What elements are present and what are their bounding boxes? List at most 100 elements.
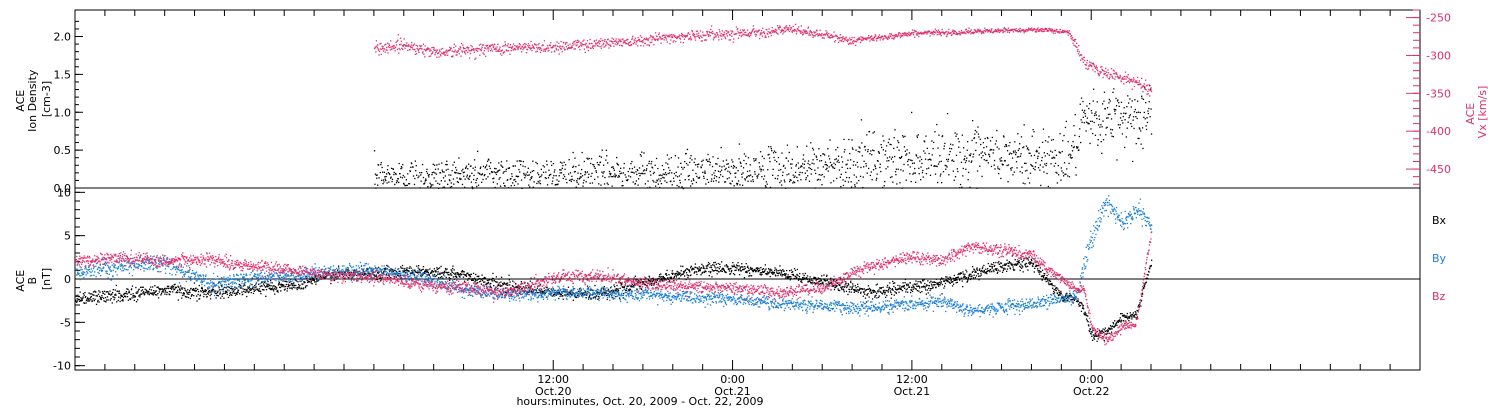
density-data-point <box>704 172 707 174</box>
vx-data-point <box>672 41 674 43</box>
density-data-point <box>589 182 591 184</box>
bx-data-point <box>368 272 370 275</box>
vx-data-point <box>866 39 868 41</box>
density-data-point <box>994 143 997 145</box>
vx-data-point <box>595 43 597 45</box>
vx-data-point <box>531 44 533 46</box>
bx-data-point <box>134 296 137 298</box>
density-data-point <box>989 156 991 158</box>
density-data-point <box>999 158 1001 160</box>
density-data-point <box>480 174 482 176</box>
density-data-point <box>674 155 676 157</box>
vx-data-point <box>445 49 447 51</box>
bx-data-point <box>331 276 333 278</box>
density-data-point <box>905 179 907 181</box>
vx-data-point <box>566 48 568 50</box>
vx-data-point <box>650 35 652 38</box>
density-data-point <box>459 177 461 180</box>
vx-data-point <box>1115 72 1118 74</box>
bx-data-point <box>518 286 521 288</box>
vx-data-point <box>453 46 455 49</box>
density-data-point <box>1041 141 1044 143</box>
density-data-point <box>739 161 741 163</box>
bx-data-point <box>403 270 406 272</box>
density-data-point <box>637 184 639 186</box>
density-data-point <box>1000 177 1002 180</box>
density-data-point <box>415 170 417 172</box>
vx-data-point <box>1004 28 1006 30</box>
vx-data-point <box>634 39 636 41</box>
vx-data-point <box>643 39 645 41</box>
density-data-point <box>610 175 612 178</box>
vx-data-point <box>627 43 629 45</box>
vx-data-point <box>426 48 428 50</box>
vx-data-point <box>1073 39 1075 41</box>
density-data-point <box>1135 143 1137 145</box>
bx-data-point <box>80 297 82 299</box>
density-data-point <box>836 177 838 180</box>
vx-data-point <box>927 30 929 32</box>
density-data-point <box>991 136 993 139</box>
density-data-point <box>929 174 932 176</box>
vx-data-point <box>421 52 424 54</box>
density-data-point <box>537 172 539 174</box>
density-data-point <box>763 178 765 180</box>
vx-data-point <box>1110 68 1113 70</box>
vx-data-point <box>450 47 452 49</box>
bx-data-point <box>491 277 494 279</box>
density-data-point <box>470 181 472 183</box>
bx-data-point <box>88 299 90 301</box>
bx-data-point <box>81 298 83 300</box>
density-data-point <box>1042 166 1044 168</box>
density-data-point <box>525 173 527 175</box>
vx-data-point <box>555 49 558 51</box>
density-data-point <box>1096 101 1098 103</box>
density-data-point <box>1100 124 1102 126</box>
vx-data-point <box>697 35 699 38</box>
vx-data-point <box>591 43 593 45</box>
vx-data-point <box>561 51 563 53</box>
vx-data-point <box>411 41 413 44</box>
density-data-point <box>692 178 694 180</box>
bx-data-point <box>446 271 448 274</box>
vx-data-point <box>572 44 574 46</box>
vx-data-point <box>1103 73 1106 75</box>
bx-data-point <box>512 290 515 292</box>
density-data-point <box>845 171 847 173</box>
vx-data-point <box>1084 59 1086 62</box>
density-data-point <box>792 182 794 184</box>
vx-data-point <box>595 39 598 41</box>
vx-data-point <box>825 30 827 32</box>
vx-data-point <box>757 31 759 33</box>
vx-data-point <box>475 49 477 52</box>
density-data-point <box>453 161 455 163</box>
vx-data-point <box>961 32 963 34</box>
vx-data-point <box>848 39 850 41</box>
vx-data-point <box>473 49 475 51</box>
density-data-point <box>932 147 934 150</box>
density-data-point <box>516 160 518 162</box>
vx-data-point <box>532 47 534 49</box>
bx-data-point <box>195 287 197 289</box>
bx-data-point <box>536 287 539 289</box>
vx-data-point <box>759 34 761 36</box>
bx-data-point <box>370 270 372 272</box>
bx-data-point <box>160 293 163 295</box>
density-data-point <box>835 158 837 160</box>
density-data-point <box>1127 95 1129 97</box>
vx-data-point <box>659 38 661 40</box>
density-data-point <box>516 176 519 178</box>
vx-data-point <box>813 31 815 33</box>
vx-data-point <box>1098 73 1100 75</box>
density-data-point <box>740 165 742 167</box>
density-data-point <box>776 178 779 180</box>
density-data-point <box>893 147 895 150</box>
bx-data-point <box>140 293 142 295</box>
density-data-point <box>1104 108 1106 110</box>
vx-data-point <box>401 47 403 49</box>
bx-data-point <box>80 300 82 302</box>
vx-data-point <box>970 33 972 35</box>
bx-data-point <box>93 294 95 296</box>
bx-data-point <box>135 301 138 303</box>
vx-data-point <box>698 32 700 34</box>
